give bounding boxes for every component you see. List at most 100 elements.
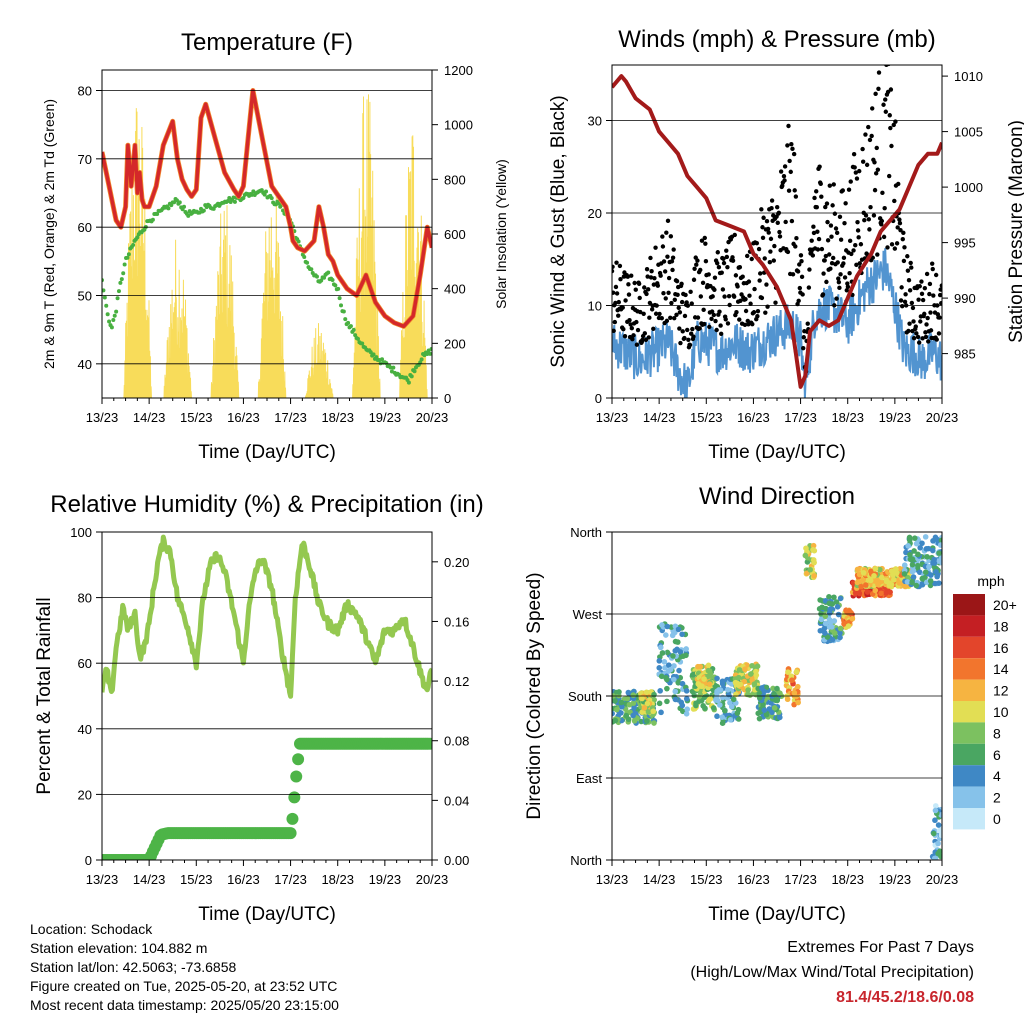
plot-frame bbox=[611, 531, 943, 861]
gust-point bbox=[757, 278, 762, 283]
direction-point bbox=[819, 604, 825, 611]
gust-point bbox=[640, 337, 645, 342]
gust-point bbox=[897, 221, 903, 226]
gust-point bbox=[628, 322, 633, 327]
direction-point bbox=[774, 685, 780, 692]
solar-trace bbox=[257, 195, 287, 398]
dewpoint-point bbox=[368, 350, 373, 355]
gust-point bbox=[759, 295, 765, 301]
dewpoint-point bbox=[339, 303, 344, 308]
gust-point bbox=[902, 299, 908, 304]
x-tick-label: 14/23 bbox=[643, 410, 676, 425]
gust-point bbox=[830, 203, 835, 208]
gust-point bbox=[866, 217, 872, 222]
x-tick-label: 14/23 bbox=[133, 872, 166, 887]
direction-point bbox=[697, 663, 704, 670]
x-tick-label: 16/23 bbox=[737, 410, 770, 425]
gust-point bbox=[665, 218, 671, 224]
direction-point bbox=[696, 693, 702, 700]
dewpoint-point bbox=[380, 357, 385, 362]
gust-point bbox=[888, 125, 893, 131]
gust-point bbox=[798, 253, 804, 258]
gust-point bbox=[851, 248, 856, 253]
direction-point bbox=[725, 691, 732, 698]
direction-point bbox=[896, 580, 903, 586]
dewpoint-point bbox=[186, 213, 191, 218]
gust-point bbox=[885, 245, 890, 250]
x-tick-label: 19/23 bbox=[879, 872, 912, 887]
data-timestamp: Most recent data timestamp: 2025/05/20 2… bbox=[30, 997, 339, 1013]
solar-trace bbox=[399, 135, 428, 398]
gust-point bbox=[811, 224, 816, 229]
gust-point bbox=[689, 301, 694, 306]
direction-point bbox=[824, 634, 831, 640]
gust-point bbox=[686, 337, 691, 342]
x-tick-label: 17/23 bbox=[274, 410, 307, 425]
gust-point bbox=[644, 266, 650, 272]
direction-point bbox=[710, 705, 717, 711]
direction-point bbox=[862, 582, 869, 588]
gust-point bbox=[754, 240, 760, 246]
direction-point bbox=[905, 543, 911, 549]
gust-point bbox=[939, 301, 942, 306]
gust-point bbox=[660, 244, 666, 249]
x-tick-label: 18/23 bbox=[321, 410, 354, 425]
direction-point bbox=[875, 581, 881, 588]
direction-point bbox=[658, 673, 665, 680]
colorbar-label: 2 bbox=[993, 790, 1001, 806]
gust-point bbox=[773, 300, 778, 305]
gust-point bbox=[766, 230, 771, 235]
gust-point bbox=[747, 293, 752, 298]
direction-point bbox=[625, 689, 632, 696]
gust-point bbox=[756, 246, 762, 252]
dewpoint-point bbox=[388, 365, 393, 370]
y-tick-label: 60 bbox=[78, 656, 92, 671]
dewpoint-point bbox=[341, 309, 346, 314]
gust-point bbox=[777, 229, 782, 235]
gust-point bbox=[721, 256, 726, 261]
direction-point bbox=[747, 671, 754, 677]
gust-point bbox=[641, 311, 646, 316]
gust-point bbox=[682, 313, 688, 319]
y2-tick-label: 1000 bbox=[954, 180, 983, 195]
gust-point bbox=[701, 307, 706, 313]
colorbar: mph 20+ 18 16 14 12 10 8 6 4 2 0 bbox=[953, 573, 1017, 830]
direction-point bbox=[936, 827, 942, 834]
gust-point bbox=[670, 267, 675, 273]
gust-point bbox=[665, 254, 670, 259]
gust-point bbox=[669, 300, 674, 306]
direction-point bbox=[826, 617, 833, 623]
direction-point bbox=[659, 650, 666, 656]
direction-point bbox=[810, 542, 817, 549]
gust-point bbox=[674, 278, 680, 284]
gust-point bbox=[929, 261, 935, 266]
gust-point bbox=[818, 181, 823, 187]
gust-point bbox=[730, 258, 736, 263]
gust-point bbox=[887, 113, 892, 118]
gust-point bbox=[715, 261, 720, 266]
direction-point bbox=[845, 623, 852, 629]
gust-point bbox=[833, 226, 839, 231]
x-tick-label: 19/23 bbox=[369, 410, 402, 425]
direction-point bbox=[826, 594, 832, 600]
gust-point bbox=[677, 326, 682, 331]
gust-point bbox=[923, 334, 929, 340]
dewpoint-point bbox=[135, 235, 140, 240]
gust-point bbox=[790, 146, 795, 152]
direction-point bbox=[698, 697, 705, 704]
gust-point bbox=[842, 275, 848, 280]
colorbar-swatch bbox=[953, 743, 985, 766]
dewpoint-point bbox=[419, 357, 424, 362]
gust-point bbox=[694, 262, 699, 267]
solar-trace bbox=[210, 205, 240, 398]
x-tick-label: 16/23 bbox=[737, 872, 770, 887]
dewpoint-point bbox=[105, 312, 110, 317]
direction-point bbox=[931, 556, 937, 563]
gust-point bbox=[905, 268, 911, 273]
gust-point bbox=[857, 261, 862, 266]
gust-point bbox=[712, 275, 718, 280]
direction-point bbox=[777, 690, 783, 697]
gust-point bbox=[852, 165, 857, 170]
direction-point bbox=[871, 573, 877, 579]
extremes-subtitle: (High/Low/Max Wind/Total Precipitation) bbox=[690, 964, 974, 981]
